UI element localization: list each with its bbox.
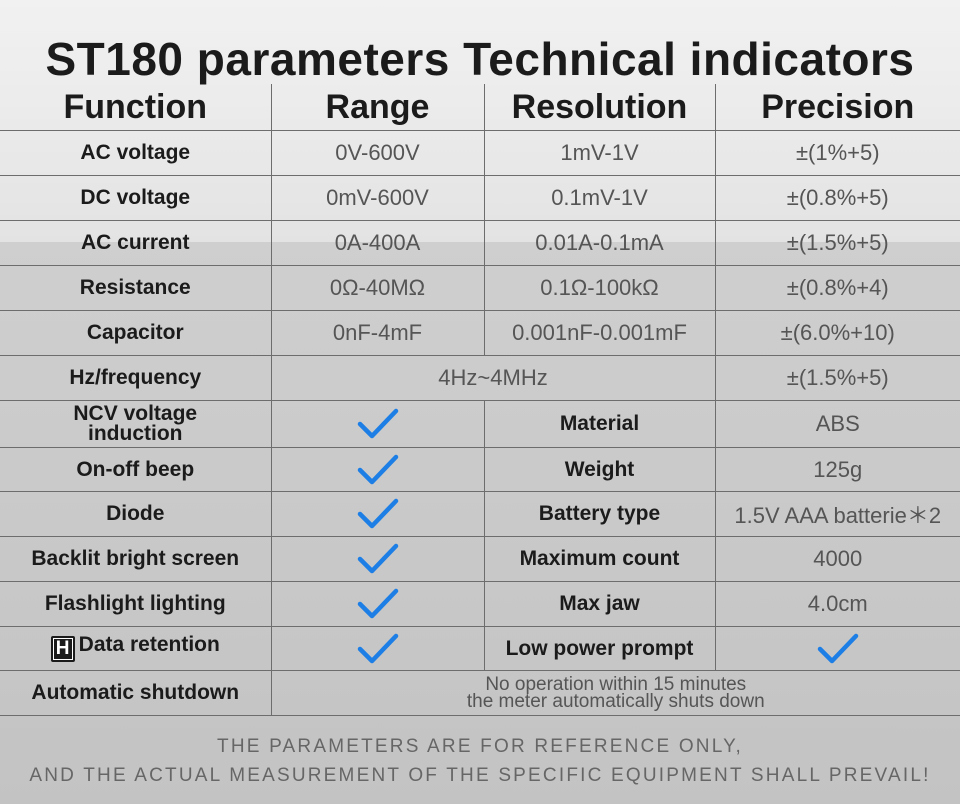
- check-icon: [357, 588, 398, 619]
- disclaimer-line-2: AND THE ACTUAL MEASUREMENT OF THE SPECIF…: [29, 765, 931, 786]
- resolution-cell: 0.01A-0.1mA: [483, 220, 716, 266]
- resolution-cell: 0.1Ω-100kΩ: [483, 265, 716, 311]
- value-cell: 4.0cm: [714, 581, 960, 627]
- hold-badge-icon: H: [50, 636, 75, 662]
- property-cell: Low power prompt: [483, 626, 716, 671]
- table-row-data-retention: H Data retention Low power prompt: [0, 626, 960, 671]
- range-cell: 0A-400A: [270, 220, 485, 266]
- table-row-resistance: Resistance 0Ω-40MΩ 0.1Ω-100kΩ ±(0.8%+4): [0, 265, 960, 311]
- precision-cell: ±(1.5%+5): [714, 220, 960, 266]
- function-cell: AC current: [0, 220, 272, 266]
- header-precision: Precision: [714, 84, 960, 131]
- function-cell: On-off beep: [0, 447, 272, 492]
- support-cell: [270, 491, 485, 537]
- header-range: Range: [270, 84, 485, 131]
- function-cell: H Data retention: [0, 626, 272, 671]
- support-cell: [270, 581, 485, 627]
- resolution-cell: 0.1mV-1V: [483, 175, 716, 221]
- table-row-dc-voltage: DC voltage 0mV-600V 0.1mV-1V ±(0.8%+5): [0, 175, 960, 221]
- table-row-ac-current: AC current 0A-400A 0.01A-0.1mA ±(1.5%+5): [0, 220, 960, 266]
- value-cell: 1.5V AAA batterie＊2: [714, 491, 960, 537]
- header-resolution: Resolution: [483, 84, 716, 131]
- property-cell: Maximum count: [483, 536, 716, 582]
- range-cell: 0V-600V: [270, 130, 485, 176]
- table-row-frequency: Hz/frequency 4Hz~4MHz ±(1.5%+5): [0, 355, 960, 401]
- check-icon: [357, 454, 398, 484]
- function-cell: Backlit bright screen: [0, 536, 272, 582]
- header-function: Function: [0, 84, 272, 131]
- value-cell: 4000: [714, 536, 960, 582]
- function-line-1: NCV voltage: [73, 402, 198, 425]
- value-cell: ABS: [714, 400, 960, 448]
- shutdown-line-2: the meter automatically shuts down: [466, 691, 765, 712]
- property-cell: Battery type: [483, 491, 716, 537]
- table-row-capacitor: Capacitor 0nF-4mF 0.001nF-0.001mF ±(6.0%…: [0, 310, 960, 356]
- table-row-flashlight: Flashlight lighting Max jaw 4.0cm: [0, 581, 960, 627]
- check-icon: [357, 408, 398, 439]
- resolution-cell: 0.001nF-0.001mF: [483, 310, 716, 356]
- support-cell: [270, 536, 485, 582]
- range-cell: 4Hz~4MHz: [270, 355, 716, 401]
- property-cell: Material: [483, 400, 716, 448]
- function-cell: DC voltage: [0, 175, 272, 221]
- value-cell: [714, 626, 960, 671]
- function-cell: Automatic shutdown: [0, 670, 272, 716]
- support-cell: [270, 400, 485, 448]
- function-cell: Hz/frequency: [0, 355, 272, 401]
- precision-cell: ±(6.0%+10): [714, 310, 960, 356]
- check-icon: [357, 498, 398, 529]
- function-cell: Flashlight lighting: [0, 581, 272, 627]
- check-icon: [357, 633, 398, 663]
- spec-table: Function Range Resolution Precision AC v…: [0, 84, 960, 716]
- disclaimer-line-1: THE PARAMETERS ARE FOR REFERENCE ONLY,: [217, 736, 743, 757]
- precision-cell: ±(0.8%+4): [714, 265, 960, 311]
- precision-cell: ±(1.5%+5): [714, 355, 960, 401]
- property-cell: Max jaw: [483, 581, 716, 627]
- support-cell: [270, 626, 485, 671]
- range-cell: 0mV-600V: [270, 175, 485, 221]
- function-cell: Resistance: [0, 265, 272, 311]
- table-header-row: Function Range Resolution Precision: [0, 84, 960, 131]
- table-row-ncv: NCV voltage induction Material ABS: [0, 400, 960, 448]
- precision-cell: ±(1%+5): [714, 130, 960, 176]
- support-cell: [270, 447, 485, 492]
- value-cell: 125g: [714, 447, 960, 492]
- function-cell: Capacitor: [0, 310, 272, 356]
- function-cell: AC voltage: [0, 130, 272, 176]
- function-label: Data retention: [78, 633, 220, 656]
- shutdown-line-1: No operation within 15 minutes: [485, 674, 747, 695]
- range-cell: 0nF-4mF: [270, 310, 485, 356]
- function-cell: Diode: [0, 491, 272, 537]
- check-icon: [817, 633, 858, 663]
- function-line-2: induction: [88, 422, 183, 445]
- page-title: ST180 parameters Technical indicators: [45, 33, 915, 85]
- table-row-beep: On-off beep Weight 125g: [0, 447, 960, 492]
- range-cell: 0Ω-40MΩ: [270, 265, 485, 311]
- table-row-ac-voltage: AC voltage 0V-600V 1mV-1V ±(1%+5): [0, 130, 960, 176]
- table-row-diode: Diode Battery type 1.5V AAA batterie＊2: [0, 491, 960, 537]
- table-row-shutdown: Automatic shutdown No operation within 1…: [0, 670, 960, 716]
- table-row-backlit: Backlit bright screen Maximum count 4000: [0, 536, 960, 582]
- property-cell: Weight: [483, 447, 716, 492]
- function-cell: NCV voltage induction: [0, 400, 272, 448]
- resolution-cell: 1mV-1V: [483, 130, 716, 176]
- shutdown-note-cell: No operation within 15 minutes the meter…: [270, 670, 960, 716]
- precision-cell: ±(0.8%+5): [714, 175, 960, 221]
- check-icon: [357, 543, 398, 574]
